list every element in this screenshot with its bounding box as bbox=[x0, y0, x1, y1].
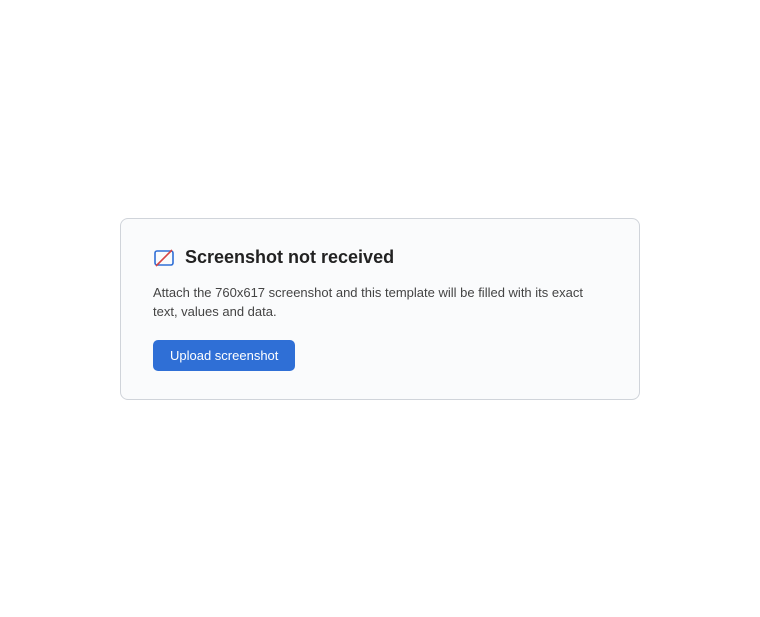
notice-body: Attach the 760x617 screenshot and this t… bbox=[153, 284, 583, 320]
notice-title: Screenshot not received bbox=[185, 247, 395, 267]
notice-card: Screenshot not received Attach the 760x6… bbox=[120, 217, 640, 400]
image-missing-icon bbox=[153, 247, 175, 269]
upload-button[interactable]: Upload screenshot bbox=[153, 339, 296, 371]
notice-header: Screenshot not received bbox=[153, 247, 607, 269]
